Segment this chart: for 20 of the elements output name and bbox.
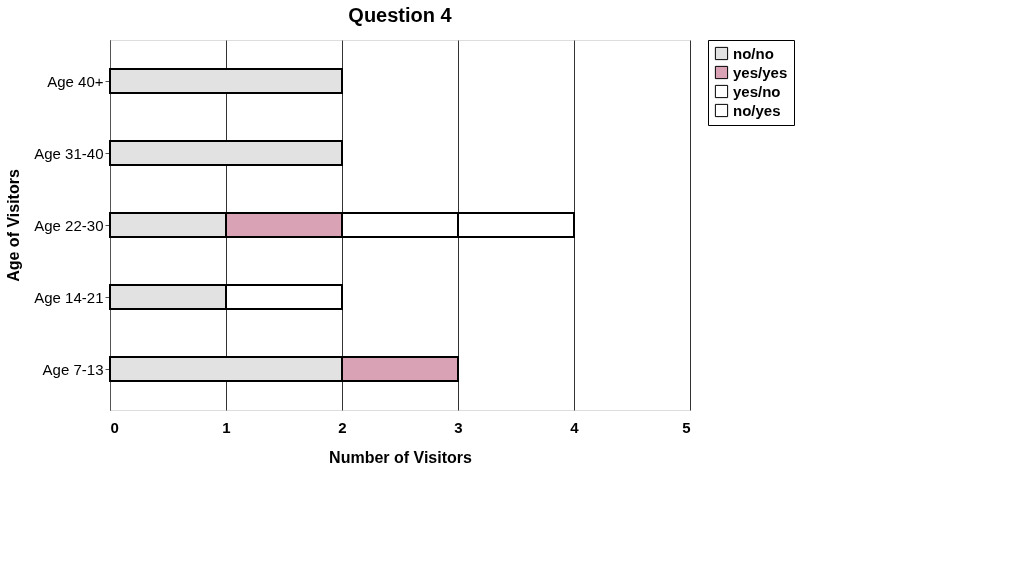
bar — [109, 140, 343, 166]
x-tick-label: 5 — [682, 418, 691, 436]
y-tick-label: Age 14-21 — [34, 288, 104, 306]
y-tick-label: Age 7-13 — [42, 360, 104, 378]
y-tick-label: Age 31-40 — [34, 144, 104, 162]
legend-label: no/no — [733, 44, 774, 62]
chart-title: Question 4 — [348, 3, 453, 26]
y-tick-label: Age 22-30 — [34, 216, 104, 234]
legend-label: yes/no — [733, 82, 781, 100]
bar — [109, 68, 343, 94]
x-tick-label: 0 — [110, 418, 119, 436]
x-tick-label: 4 — [570, 418, 580, 436]
y-axis-title: Age of Visitors — [5, 169, 23, 282]
legend-label: yes/yes — [733, 63, 788, 81]
x-tick-label: 3 — [454, 418, 463, 436]
x-tick-label: 1 — [222, 418, 231, 436]
x-axis-title: Number of Visitors — [329, 448, 473, 466]
x-tick-label: 2 — [338, 418, 347, 436]
y-tick-label: Age 40+ — [47, 72, 104, 90]
legend-label: no/yes — [733, 101, 781, 119]
